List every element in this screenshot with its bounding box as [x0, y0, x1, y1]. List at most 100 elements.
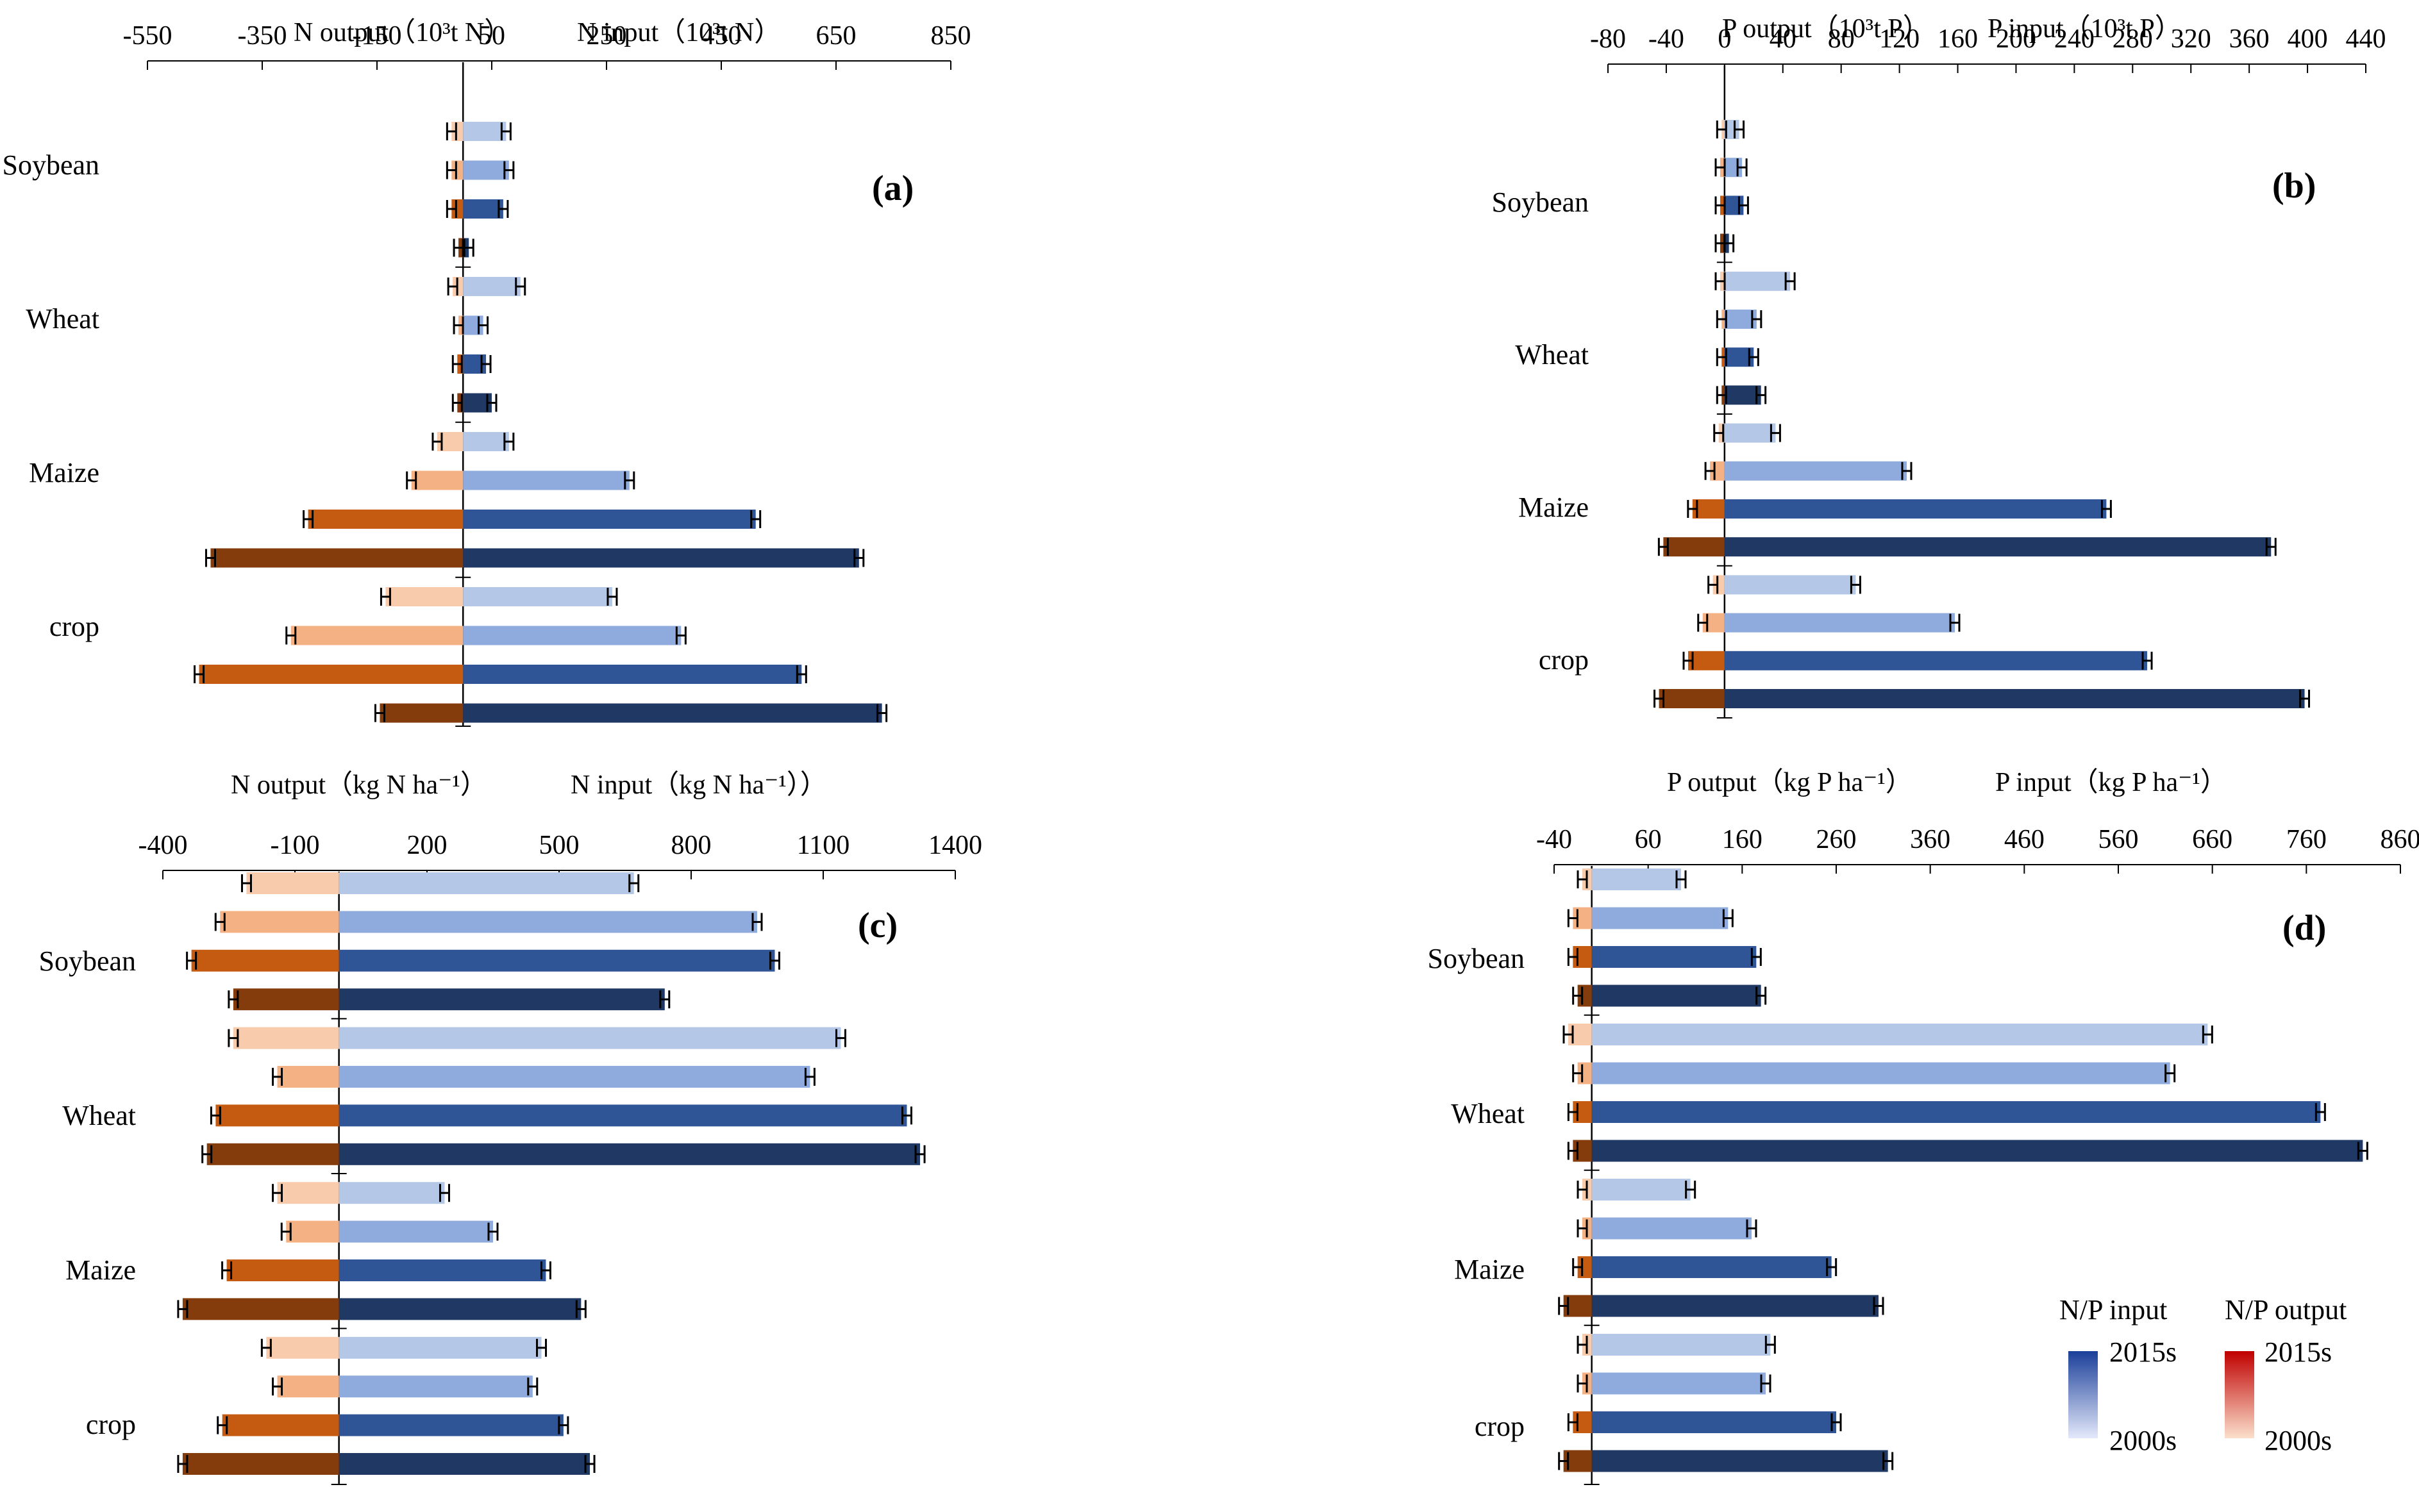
panel-d-label: (d) [2282, 908, 2326, 948]
input-bar-soybean-2 [463, 199, 503, 219]
x-tick-label: 160 [1722, 825, 1762, 854]
legend-output-title: N/P output [2225, 1294, 2347, 1325]
input-bar-wheat-3 [1591, 1140, 2363, 1162]
input-bar-crop-2 [463, 665, 802, 684]
x-tick-label: 560 [2098, 825, 2139, 854]
input-bar-maize-3 [1724, 537, 2272, 557]
x-tick-label: 450 [701, 21, 742, 51]
input-bar-soybean-2 [339, 949, 775, 972]
output-bar-soybean-1 [220, 911, 339, 933]
input-bar-soybean-3 [339, 988, 665, 1011]
x-tick-label: -40 [1536, 825, 1572, 854]
panel-c-title-input: N input（kg N ha⁻¹）） [571, 770, 827, 800]
input-bar-crop-1 [463, 626, 682, 645]
input-bar-wheat-0 [339, 1027, 841, 1049]
input-bar-soybean-1 [1591, 907, 1728, 929]
group-label-wheat: Wheat [1515, 339, 1589, 370]
legend-input-title: N/P input [2059, 1294, 2167, 1325]
legend-input-gradient [2068, 1351, 2098, 1438]
chart-panel-a: N output（10³t N） N input（10³t N） (a) -55… [2, 18, 971, 727]
x-tick-label: -80 [1590, 24, 1626, 54]
input-bar-maize-1 [339, 1220, 493, 1243]
group-label-maize: Maize [29, 457, 99, 488]
chart-panel-d: P output（kg P ha⁻¹） P input（kg P ha⁻¹） (… [1427, 768, 2419, 1485]
input-bar-maize-3 [463, 548, 859, 568]
output-bar-wheat-0 [233, 1027, 339, 1049]
output-bar-crop-1 [290, 626, 464, 645]
output-bar-crop-2 [222, 1414, 339, 1436]
x-tick-label: 280 [2113, 24, 2153, 54]
input-bar-wheat-0 [1591, 1024, 2208, 1045]
input-bar-soybean-2 [1591, 946, 1757, 968]
input-bar-maize-2 [339, 1259, 546, 1281]
input-bar-soybean-1 [463, 160, 509, 180]
input-bar-wheat-1 [1591, 1062, 2170, 1084]
x-tick-label: 200 [407, 831, 448, 860]
group-label-soybean: Soybean [1427, 943, 1525, 974]
output-bar-wheat-2 [215, 1104, 339, 1127]
x-tick-label: -550 [123, 21, 172, 51]
output-bar-soybean-0 [451, 122, 464, 141]
output-bar-soybean-2 [451, 199, 464, 219]
x-tick-label: 1400 [928, 831, 982, 860]
x-tick-label: 650 [816, 21, 857, 51]
input-bar-wheat-0 [463, 277, 521, 296]
input-bar-crop-0 [339, 1336, 542, 1359]
input-bar-crop-0 [1591, 1334, 1771, 1356]
x-tick-label: 120 [1879, 24, 1920, 54]
output-bar-soybean-2 [191, 949, 339, 972]
input-bar-maize-0 [1724, 423, 1776, 443]
group-label-wheat: Wheat [26, 303, 99, 335]
x-tick-label: 860 [2381, 825, 2419, 854]
input-bar-wheat-3 [1724, 385, 1761, 405]
input-bar-wheat-0 [1724, 271, 1791, 291]
panel-b-title-input: P input（10³t P） [1988, 14, 2182, 44]
x-tick-label: -100 [271, 831, 320, 860]
output-bar-soybean-0 [246, 872, 339, 894]
output-bar-crop-0 [1712, 575, 1725, 595]
group-label-maize: Maize [65, 1254, 136, 1286]
legend-input-top-label: 2015s [2109, 1336, 2177, 1368]
input-bar-crop-0 [1724, 575, 1856, 595]
panel-b-title-output: P output（10³t P） [1722, 14, 1930, 44]
input-bar-maize-0 [1591, 1179, 1691, 1200]
output-bar-soybean-3 [233, 988, 339, 1011]
x-tick-label: 400 [2288, 24, 2328, 54]
input-bar-crop-2 [1591, 1411, 1836, 1433]
input-bar-wheat-2 [339, 1104, 907, 1127]
input-bar-crop-3 [1591, 1450, 1888, 1472]
output-bar-wheat-3 [206, 1143, 339, 1165]
panel-c-title-output: N output（kg N ha⁻¹） [231, 770, 487, 800]
input-bar-crop-2 [1724, 651, 2148, 670]
x-tick-label: 80 [1828, 24, 1855, 54]
group-label-wheat: Wheat [62, 1100, 136, 1131]
input-bar-crop-0 [463, 587, 612, 606]
output-bar-crop-3 [380, 703, 464, 723]
input-bar-maize-2 [1591, 1256, 1832, 1278]
input-bar-maize-1 [1724, 461, 1907, 481]
output-bar-maize-3 [1663, 537, 1725, 557]
output-bar-maize-2 [308, 510, 464, 529]
x-tick-label: 360 [2229, 24, 2270, 54]
input-bar-wheat-3 [339, 1143, 921, 1165]
output-bar-crop-0 [385, 587, 464, 606]
panel-b-label: (b) [2272, 166, 2316, 206]
legend: N/P input N/P output 2015s 2000s 2015s 2… [2059, 1294, 2347, 1456]
output-bar-crop-3 [1659, 689, 1725, 708]
chart-panel-c: N output（kg N ha⁻¹） N input（kg N ha⁻¹）） … [38, 770, 982, 1485]
x-tick-label: -40 [1648, 24, 1684, 54]
output-bar-crop-2 [199, 665, 464, 684]
legend-output-bottom-label: 2000s [2264, 1425, 2332, 1456]
group-label-crop: crop [1475, 1411, 1525, 1442]
output-bar-maize-2 [226, 1259, 339, 1281]
x-tick-label: 40 [1770, 24, 1796, 54]
x-tick-label: 240 [2054, 24, 2095, 54]
x-tick-label: 760 [2286, 825, 2327, 854]
input-bar-wheat-2 [1591, 1101, 2321, 1123]
legend-output-gradient [2225, 1351, 2254, 1438]
x-tick-label: 320 [2171, 24, 2211, 54]
x-tick-label: 850 [931, 21, 971, 51]
output-bar-crop-2 [1688, 651, 1725, 670]
output-bar-crop-3 [182, 1453, 339, 1475]
input-bar-crop-1 [1591, 1372, 1766, 1395]
